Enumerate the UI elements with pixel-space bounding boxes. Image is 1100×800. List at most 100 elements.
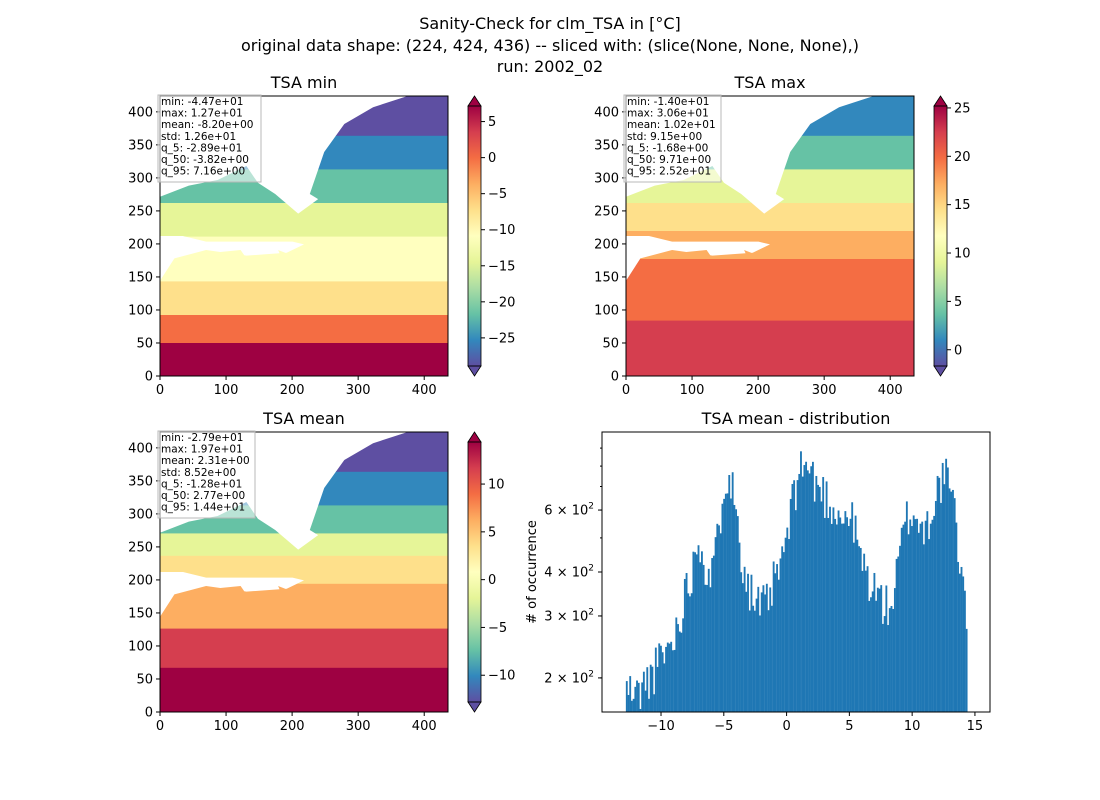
y-tick-times: × 10 [553,609,589,624]
histogram-bar [745,591,748,712]
panel-title: TSA max [733,73,805,92]
histogram-bar [728,475,731,712]
y-tick-exponent: 2 [588,607,594,617]
histogram-bar [883,616,886,712]
histogram-bar [677,624,679,712]
histogram-bar [726,493,729,712]
colorbar-tick-label: 10 [488,478,505,493]
histogram-bar [940,502,942,712]
histogram-bar [887,625,889,712]
colorbar-extend-min [467,365,482,377]
y-tick-base: 2 [544,671,552,686]
histogram-bar [822,477,825,712]
stats-line: max: 1.27e+01 [161,108,243,120]
histogram-bar [844,511,847,712]
stats-line: mean: -8.20e+00 [161,119,253,131]
x-tick-label: 0 [156,719,164,734]
histogram-bar [866,566,869,712]
histogram-bar [858,546,860,712]
data-band [626,258,914,321]
y-tick-label: 6 × 102 [544,502,594,519]
y-tick-label: 250 [128,204,153,219]
histogram-bar [644,690,647,712]
colorbar-tick-label: 5 [488,525,496,540]
histogram-bar [931,519,934,712]
histogram-bar [670,641,673,712]
histogram-bar [716,523,719,712]
x-tick-label: 300 [812,383,837,398]
histogram-bar [847,526,850,712]
data-field [160,432,448,712]
histogram-bar [948,488,951,712]
histogram-bar [794,510,797,712]
colorbar-gradient [468,442,481,702]
colorbar-tick-label: −25 [488,331,515,346]
stats-line: q_95: 1.44e+01 [161,502,245,514]
histogram-bar [666,642,669,712]
stats-box [623,94,722,183]
data-band [160,280,448,315]
histogram-bar [678,631,681,712]
x-tick-label: 5 [845,719,853,734]
histogram-bar [817,484,819,712]
histogram-bar [864,570,867,712]
histogram-bar [933,515,936,712]
y-tick-exponent: 2 [588,502,594,512]
histogram-bar [941,462,944,712]
histogram-bar [846,517,849,712]
histogram-bar [772,561,775,712]
colorbar-frame [467,105,482,367]
histogram-bar [851,502,854,712]
histogram-bar [646,667,649,712]
histogram-bar [629,676,632,712]
histogram-bar [747,573,749,712]
colorbar-tick-label: 20 [954,150,971,165]
histogram-bar [943,484,946,712]
histogram-bar [892,608,895,712]
colorbar-extend-min [467,701,482,713]
histogram-bar [642,671,645,712]
data-band [160,342,448,376]
histogram-bar [648,698,650,712]
histogram-bar [767,610,770,712]
histogram-bar [849,518,852,712]
histogram-bar [852,542,855,712]
data-band [160,628,448,668]
x-tick-label: 400 [412,719,437,734]
histogram-bar [911,526,913,712]
histogram-bar [654,647,657,712]
data-band [626,202,914,231]
histogram-bar [868,600,871,712]
histogram-bar [741,583,744,712]
stats-line: q_50: 9.71e+00 [627,154,711,166]
y-tick-label: 150 [128,270,153,285]
data-band [626,320,914,376]
y-tick-label: 50 [136,336,153,351]
histogram-bar [955,522,958,712]
histogram-bar [963,590,966,712]
histogram-bar [832,507,835,712]
histogram-bar [781,546,784,712]
title-line-1: Sanity-Check for clm_TSA in [°C] [419,14,681,34]
x-tick-label: −10 [647,719,674,734]
colorbar-tick-label: 0 [488,151,496,166]
histogram-bar [709,587,712,712]
histogram-bar [919,523,922,712]
stats-line: std: 9.15e+00 [627,131,702,143]
histogram-bar [653,694,656,712]
histogram-bar [685,573,688,712]
y-tick-label: 350 [594,138,619,153]
colorbar-tick-label: 5 [488,115,496,130]
histogram-bar [632,698,635,712]
x-tick-label: 100 [680,383,705,398]
histogram-bar [934,500,937,712]
x-tick-label: 15 [967,719,984,734]
data-band [160,583,448,629]
histogram-bar [704,584,707,712]
histogram-bar [812,461,814,712]
histogram-bar [806,470,809,712]
y-tick-label: 4 × 102 [544,564,594,581]
x-tick-label: −5 [714,719,733,734]
histogram-bar [904,521,907,712]
stats-line: max: 3.06e+01 [627,108,709,120]
